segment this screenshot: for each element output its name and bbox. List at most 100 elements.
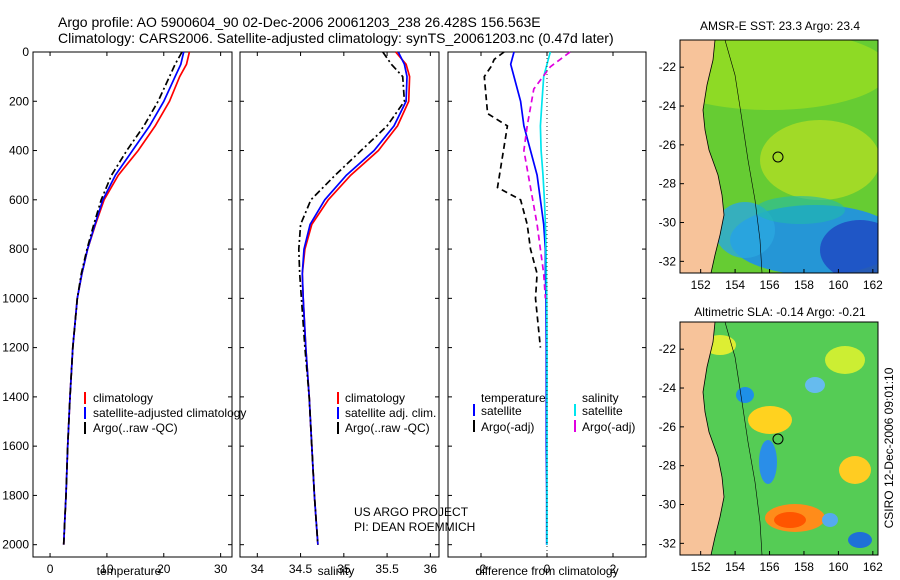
axis-ticks: 0 10 20 30020040060080010001200140016001800… [2, 45, 883, 576]
sst-map-xtick-label: 152 [691, 278, 711, 292]
temperature-ytick-label: 1200 [2, 341, 29, 355]
sla-high-anomaly [839, 456, 871, 484]
project-line2: PI: DEAN ROEMMICH [354, 520, 475, 534]
salinity-xtick-label: 34.5 [289, 562, 313, 576]
sla-map-xtick-label: 160 [828, 560, 848, 574]
sla-high-anomaly [748, 406, 792, 434]
figure-title-line2: Climatology: CARS2006. Satellite-adjuste… [58, 30, 614, 46]
temperature-plot [62, 51, 191, 545]
sst-map-title: AMSR-E SST: 23.3 Argo: 23.4 [700, 19, 860, 33]
sst-map-xtick-label: 162 [863, 278, 883, 292]
sst-aqua-patch [755, 196, 845, 224]
sla-coastline [702, 322, 725, 555]
salinity-panel-frame [239, 51, 440, 558]
temperature-xtick-label: 20 [157, 562, 171, 576]
sst-float-marker [772, 151, 784, 163]
legend-label-argo: Argo(..raw -QC) [93, 421, 178, 435]
sla-moderate-anomaly [825, 346, 865, 374]
sla-low-anomaly [848, 532, 872, 548]
sla-low-anomaly [822, 513, 838, 527]
legend-label-satellite: satellite-adjusted climatology [93, 406, 246, 420]
sla-map-ytick-label: -26 [659, 420, 677, 434]
salinity-series-satellite-adj-clim- [301, 51, 408, 545]
difference-xtick-label: 0 [544, 562, 551, 576]
sst-contour [724, 40, 763, 273]
sla-float-marker [772, 433, 784, 445]
sst-map-xtick-label: 160 [828, 278, 848, 292]
legend-label-sal-satellite: satellite [582, 404, 623, 418]
temperature-ytick-label: 1400 [2, 390, 29, 404]
sla-map-frame [679, 321, 879, 556]
difference-legend: temperature salinity satellite Argo(-adj… [473, 391, 635, 434]
sla-contour [724, 322, 763, 555]
sst-map [680, 40, 878, 273]
salinity-xtick-label: 35 [337, 562, 351, 576]
sla-high-anomaly [774, 512, 806, 528]
temperature-ytick-label: 0 [22, 45, 29, 59]
sst-map-ytick-label: -24 [659, 99, 677, 113]
legend-label-temp-satellite: satellite [481, 404, 522, 418]
sst-map-ytick-label: -26 [659, 138, 677, 152]
temperature-ytick-label: 1600 [2, 439, 29, 453]
sla-map-xtick-label: 158 [794, 560, 814, 574]
sla-map-xtick-label: 154 [725, 560, 745, 574]
sst-map-ytick-label: -22 [659, 60, 677, 74]
sla-map-xtick-label: 162 [863, 560, 883, 574]
temperature-series-argo-raw-qc- [62, 51, 183, 545]
sla-map-xtick-label: 152 [691, 560, 711, 574]
sst-cooler-region [820, 220, 878, 273]
legend-label-climatology: climatology [345, 391, 405, 405]
salinity-series-argo-raw-qc- [297, 51, 406, 545]
sla-map [680, 322, 878, 555]
sla-map-ytick-label: -32 [659, 536, 677, 550]
legend-label-temp-argo: Argo(-adj) [481, 420, 534, 434]
legend-label-satellite: satellite adj. clim. [345, 406, 436, 420]
legend-header-salinity: salinity [582, 391, 619, 405]
sst-map-ytick-label: -28 [659, 177, 677, 191]
sla-map-ytick-label: -28 [659, 459, 677, 473]
difference-series-temperature-argo-adj- [483, 51, 542, 348]
temperature-ytick-label: 1800 [2, 488, 29, 502]
temperature-ytick-label: 600 [9, 193, 29, 207]
sst-map-xtick-label: 158 [794, 278, 814, 292]
difference-xtick-label: -2 [476, 562, 487, 576]
sst-map-xtick-label: 154 [725, 278, 745, 292]
sst-land [680, 40, 724, 273]
figure-title-line1: Argo profile: AO 5900604_90 02-Dec-2006 … [58, 14, 541, 30]
temperature-ytick-label: 200 [9, 94, 29, 108]
sst-warm-patch [760, 120, 878, 200]
temperature-axis-label: temperature [97, 564, 162, 578]
sla-map-ytick-label: -30 [659, 498, 677, 512]
temperature-legend: climatology satellite-adjusted climatolo… [84, 391, 246, 435]
salinity-xtick-label: 36 [424, 562, 438, 576]
sla-map-title: Altimetric SLA: -0.14 Argo: -0.21 [694, 305, 866, 319]
credit-stamp: CSIRO 12-Dec-2006 09:01:10 [882, 367, 896, 528]
sla-low-anomaly [759, 440, 777, 484]
salinity-xtick-label: 35.5 [375, 562, 399, 576]
salinity-plot [297, 51, 411, 545]
temperature-xtick-label: 10 [100, 562, 114, 576]
temperature-xtick-label: 0 [47, 562, 54, 576]
project-line1: US ARGO PROJECT [354, 505, 469, 519]
sla-low-anomaly [736, 387, 754, 403]
legend-label-climatology: climatology [93, 391, 153, 405]
temperature-ytick-label: 2000 [2, 538, 29, 552]
legend-header-temperature: temperature [481, 391, 546, 405]
sst-warm-band [680, 40, 878, 110]
sla-map-xtick-label: 156 [760, 560, 780, 574]
sst-map-xtick-label: 156 [760, 278, 780, 292]
difference-xtick-label: 2 [610, 562, 617, 576]
sla-land [680, 322, 724, 555]
temperature-ytick-label: 800 [9, 242, 29, 256]
salinity-xtick-label: 34 [251, 562, 265, 576]
sst-map-ytick-label: -30 [659, 216, 677, 230]
sla-low-anomaly [805, 377, 825, 393]
legend-label-sal-argo: Argo(-adj) [582, 420, 635, 434]
temperature-panel-frame [32, 51, 233, 558]
salinity-legend: climatology satellite adj. clim. Argo(..… [337, 391, 436, 435]
temperature-xtick-label: 30 [214, 562, 228, 576]
difference-series-salinity-argo-adj- [523, 51, 571, 299]
temperature-ytick-label: 400 [9, 144, 29, 158]
sla-map-ytick-label: -24 [659, 381, 677, 395]
